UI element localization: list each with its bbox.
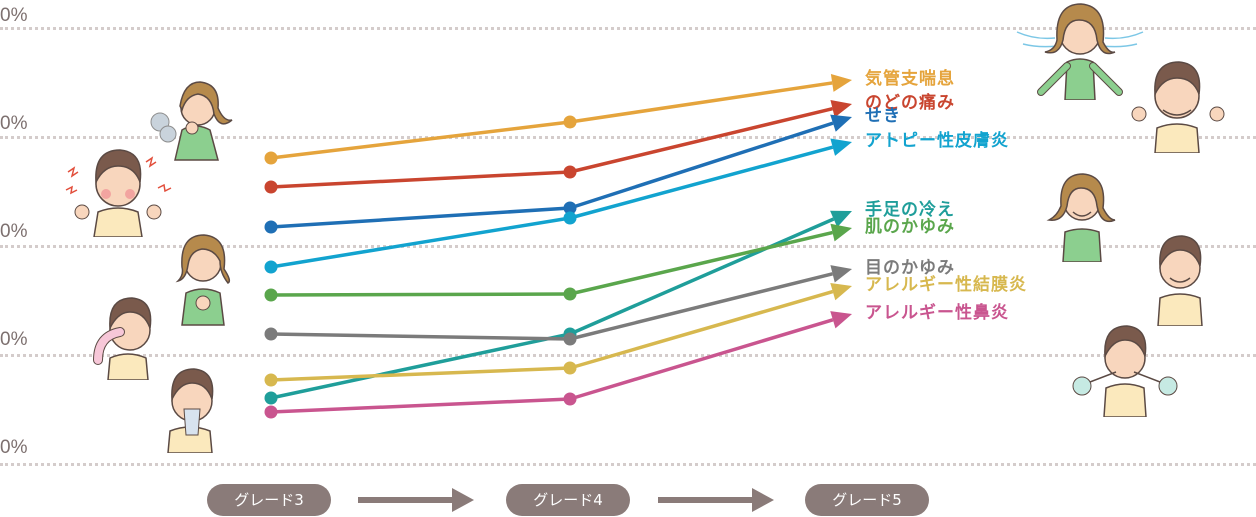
- legend-label: アレルギー性鼻炎: [865, 303, 1009, 323]
- data-point: [563, 165, 577, 179]
- legend-label: 目のかゆみ: [865, 258, 955, 278]
- series-line: [264, 265, 852, 346]
- boy-cheering-illustration: [1131, 61, 1225, 153]
- data-point: [563, 361, 577, 375]
- data-point: [563, 115, 577, 129]
- data-point: [264, 373, 278, 387]
- series-line: [264, 114, 852, 234]
- gridline: [0, 27, 1256, 30]
- series-line: [264, 99, 852, 194]
- legend-label: 気管支喘息: [865, 69, 955, 89]
- data-point: [264, 405, 278, 419]
- legend-label: アレルギー性結膜炎: [865, 275, 1027, 295]
- flow-arrow-icon: [658, 488, 774, 512]
- grade-5-label: グレード5: [805, 484, 929, 516]
- girl-shivering-illustration: [175, 234, 231, 326]
- y-tick-label: 0%: [0, 113, 28, 134]
- series-line: [264, 138, 852, 274]
- data-point: [264, 151, 278, 165]
- legend-label: 手足の冷え: [865, 200, 955, 220]
- gridline: [0, 136, 1256, 139]
- boy-itching-illustration: [65, 149, 172, 237]
- legend-label: せき: [865, 106, 901, 126]
- data-point: [264, 327, 278, 341]
- boy-huffing-illustration: [1072, 325, 1178, 417]
- y-tick-label: 0%: [0, 221, 28, 242]
- gridline: [0, 463, 1256, 466]
- grade-3-label: グレード3: [207, 484, 331, 516]
- arrowhead-icon: [830, 210, 852, 228]
- data-point: [264, 391, 278, 405]
- data-point: [264, 180, 278, 194]
- arrowhead-icon: [830, 223, 852, 242]
- y-tick-label: 0%: [0, 437, 28, 458]
- series-line: [264, 223, 852, 302]
- y-tick-label: 0%: [0, 5, 28, 26]
- series-line: [264, 282, 852, 387]
- boy-arms-crossed-illustration: [1157, 235, 1203, 326]
- y-tick-label: 0%: [0, 329, 28, 350]
- legend-label: 肌のかゆみ: [865, 217, 955, 237]
- data-point: [264, 220, 278, 234]
- arrowhead-icon: [830, 138, 852, 156]
- grade-4-label: グレード4: [506, 484, 630, 516]
- arrowhead-icon: [830, 265, 852, 283]
- arrowhead-icon: [830, 74, 852, 92]
- flow-arrow-icon: [358, 488, 474, 512]
- legend-label: のどの痛み: [865, 93, 955, 113]
- data-point: [563, 201, 577, 215]
- arrowhead-icon: [830, 114, 852, 132]
- boy-blowing-nose-illustration: [167, 368, 214, 453]
- series-line: [264, 74, 852, 165]
- arrowhead-icon: [830, 99, 852, 118]
- data-point: [563, 392, 577, 406]
- gridline: [0, 245, 1256, 248]
- data-point: [563, 287, 577, 301]
- data-point: [563, 332, 577, 346]
- arrowhead-icon: [830, 311, 852, 329]
- gridline: [0, 354, 1256, 357]
- series-line: [264, 311, 852, 419]
- data-point: [264, 260, 278, 274]
- arrowhead-icon: [830, 282, 852, 301]
- data-point: [264, 288, 278, 302]
- girl-happy-illustration: [1046, 173, 1116, 262]
- girl-coughing-illustration: [150, 81, 233, 161]
- boy-rubbing-eyes-illustration: [93, 297, 152, 380]
- girl-breathing-freely-illustration: [1016, 3, 1144, 100]
- data-point: [563, 211, 577, 225]
- legend-label: アトピー性皮膚炎: [865, 131, 1009, 151]
